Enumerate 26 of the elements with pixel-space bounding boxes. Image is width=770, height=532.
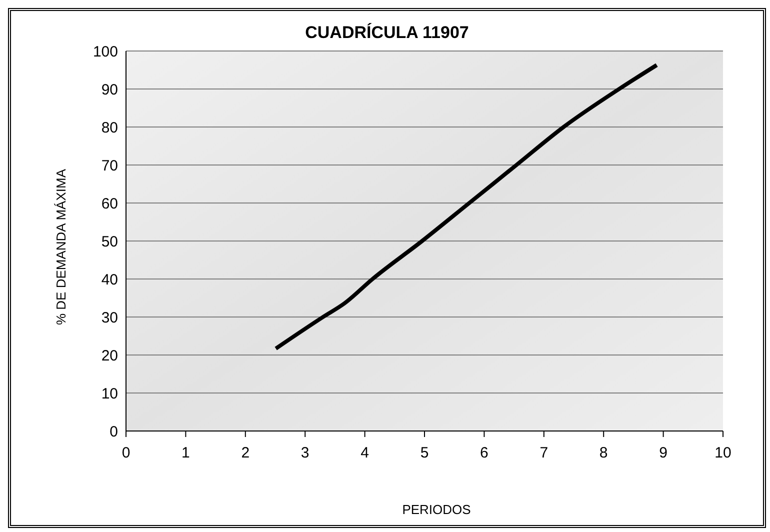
y-tick-label: 100 — [92, 43, 118, 60]
y-tick-label: 50 — [101, 233, 118, 250]
y-axis-title: % DE DEMANDA MÁXIMA — [54, 168, 68, 326]
x-tick-label: 1 — [182, 444, 190, 462]
y-tick-label: 60 — [101, 195, 118, 212]
y-tick-label: 90 — [101, 81, 118, 98]
y-tick-label: 70 — [101, 157, 118, 174]
x-tick-label: 7 — [540, 444, 548, 462]
x-tick-label: 0 — [122, 444, 130, 462]
y-tick-label: 10 — [101, 385, 118, 402]
x-tick-label: 3 — [300, 444, 310, 462]
x-tick-label: 5 — [420, 444, 429, 462]
x-tick-label: 4 — [360, 444, 369, 462]
x-tick-label: 2 — [241, 444, 250, 462]
y-tick-label: 20 — [101, 347, 118, 364]
x-tick-label: 8 — [599, 444, 608, 462]
y-tick-label: 0 — [110, 423, 118, 440]
y-tick-label: 30 — [101, 309, 118, 326]
chart-title: CUADRÍCULA 11907 — [304, 23, 470, 43]
line-series — [274, 63, 659, 351]
x-tick-label: 10 — [714, 444, 732, 462]
x-axis-title: PERIODOS — [401, 502, 472, 517]
y-tick-label: 80 — [101, 119, 118, 136]
y-tick-label: 40 — [101, 271, 118, 288]
x-tick-label: 9 — [659, 444, 668, 462]
x-tick-label: 6 — [480, 444, 488, 462]
